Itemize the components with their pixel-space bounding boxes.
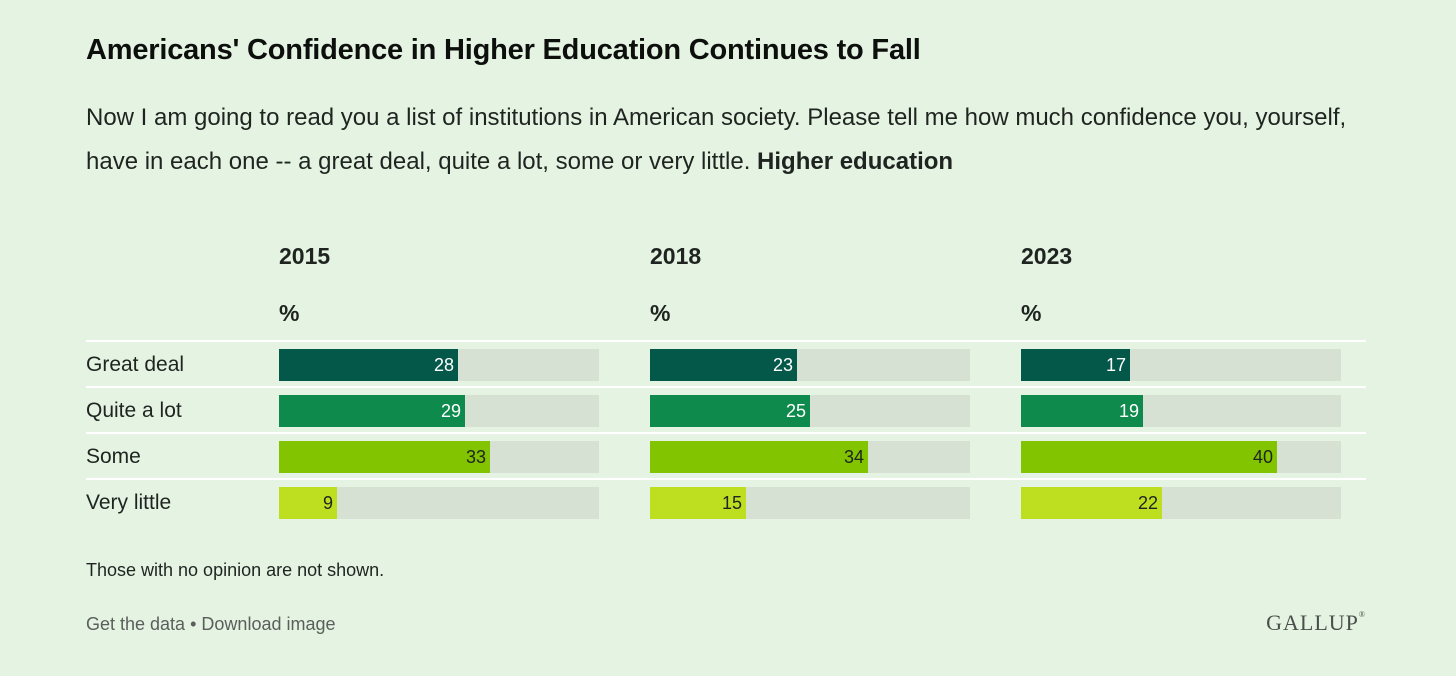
panel-unit-label: % [1021, 300, 1042, 326]
category-label: Great deal [86, 353, 185, 376]
row-divider [86, 386, 1366, 388]
bar [1021, 441, 1277, 473]
panel-unit-label: % [279, 300, 300, 326]
row-divider [86, 478, 1366, 480]
bar [279, 395, 465, 427]
bar-track: 25 [650, 395, 970, 427]
gallup-logo: GALLUP® [1266, 610, 1366, 636]
bar-track: 40 [1021, 441, 1341, 473]
registered-mark: ® [1358, 610, 1366, 619]
bar-value-label: 28 [433, 355, 454, 375]
bar-track: 29 [279, 395, 599, 427]
bar-track: 17 [1021, 349, 1341, 381]
panel-year-label: 2015 [279, 243, 331, 269]
chart-title: Americans' Confidence in Higher Educatio… [86, 34, 921, 66]
category-label: Some [86, 445, 141, 468]
bar-value-label: 40 [1252, 447, 1273, 467]
bar-value-label: 29 [440, 401, 461, 421]
chart-subtitle: Now I am going to read you a list of ins… [86, 96, 1386, 184]
bar [1021, 349, 1130, 381]
footer-separator: • [190, 614, 197, 634]
bar-value-label: 33 [465, 447, 486, 467]
bar-track: 15 [650, 487, 970, 519]
subtitle-question: Now I am going to read you a list of ins… [86, 104, 1347, 175]
get-data-link[interactable]: Get the data [86, 614, 186, 634]
bar-track: 28 [279, 349, 599, 381]
bar-value-label: 34 [843, 447, 864, 467]
category-label: Quite a lot [86, 399, 182, 422]
row-divider [86, 340, 1366, 342]
bar-track: 33 [279, 441, 599, 473]
bar [279, 349, 458, 381]
bar [1021, 487, 1162, 519]
bar-track: 9 [279, 487, 599, 519]
subtitle-topic: Higher education [757, 148, 954, 175]
bar-value-label: 17 [1105, 355, 1126, 375]
bar [1021, 395, 1143, 427]
bar-value-label: 19 [1118, 401, 1139, 421]
bar-track: 23 [650, 349, 970, 381]
bar [650, 487, 746, 519]
bar-value-label: 25 [785, 401, 806, 421]
bar-value-label: 15 [721, 493, 742, 513]
bar-value-label: 23 [772, 355, 793, 375]
bar [279, 487, 337, 519]
bar [650, 349, 797, 381]
bar-track: 19 [1021, 395, 1341, 427]
bar [650, 395, 810, 427]
category-label: Very little [86, 491, 172, 514]
bar [279, 441, 490, 473]
row-divider [86, 432, 1366, 434]
download-image-link[interactable]: Download image [201, 614, 336, 634]
bar-track: 22 [1021, 487, 1341, 519]
bar [650, 441, 868, 473]
panel-unit-label: % [650, 300, 671, 326]
footer-links: Get the data • Download image [86, 614, 336, 635]
bar-value-label: 9 [322, 493, 333, 513]
chart-note: Those with no opinion are not shown. [86, 560, 385, 580]
bar-value-label: 22 [1137, 493, 1158, 513]
panel-year-label: 2018 [650, 243, 702, 269]
bar-track: 34 [650, 441, 970, 473]
gallup-logo-text: GALLUP [1266, 610, 1359, 635]
panel-year-label: 2023 [1021, 243, 1073, 269]
